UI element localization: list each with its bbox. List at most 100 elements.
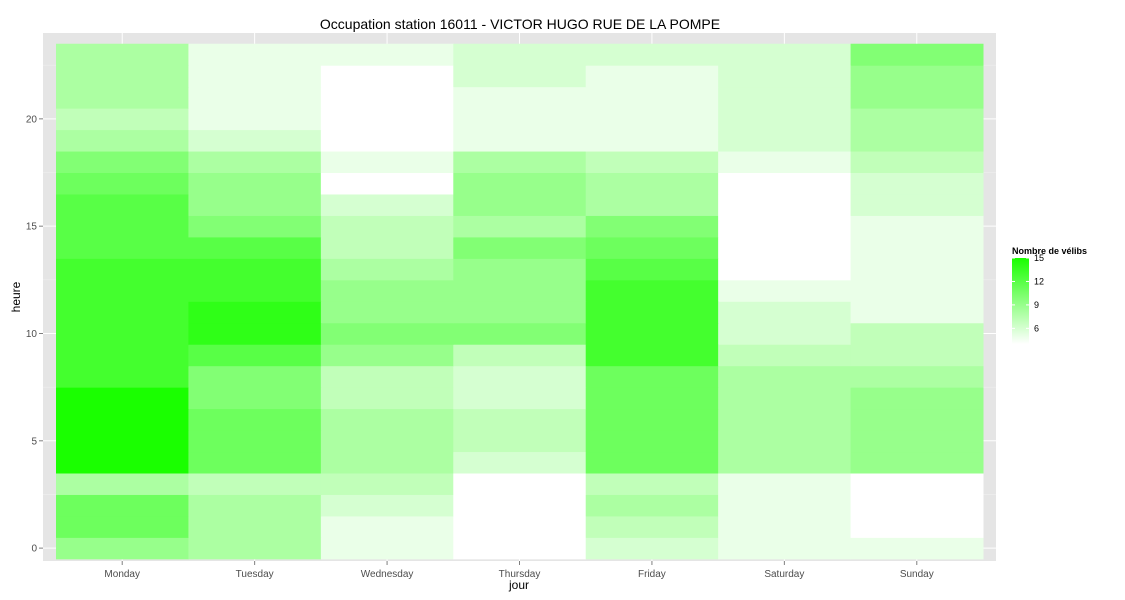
heatmap-cells (56, 43, 984, 560)
heatmap-cell (56, 43, 189, 66)
x-tick-label: Sunday (900, 569, 934, 580)
heatmap-cell (188, 236, 322, 259)
heatmap-cell (320, 322, 454, 345)
heatmap-cell (850, 537, 984, 560)
heatmap-cell (320, 537, 454, 560)
heatmap-cell (320, 236, 454, 259)
heatmap-cell (453, 515, 587, 538)
heatmap-cell (850, 151, 984, 174)
heatmap-cell (320, 258, 454, 281)
heatmap-cell (56, 151, 189, 174)
heatmap-cell (56, 322, 189, 345)
heatmap-cell (56, 279, 189, 302)
heatmap-cell (453, 537, 587, 560)
legend-title: Nombre de vélibs (1012, 246, 1087, 256)
heatmap-cell (188, 108, 322, 131)
legend-tick-label: 15 (1034, 253, 1044, 263)
heatmap-cell (56, 108, 189, 131)
heatmap-cell (188, 129, 322, 152)
y-axis-title: heure (9, 281, 23, 312)
heatmap-cell (718, 236, 852, 259)
y-tick-label: 5 (31, 436, 37, 447)
heatmap-cell (453, 215, 587, 238)
y-tick-label: 20 (26, 114, 38, 125)
heatmap-cell (188, 451, 322, 474)
heatmap-cell (718, 451, 852, 474)
heatmap-cell (850, 215, 984, 238)
heatmap-cell (718, 151, 852, 174)
x-tick-label: Thursday (499, 569, 541, 580)
heatmap-cell (850, 65, 984, 88)
heatmap-cell (188, 344, 322, 367)
heatmap-cell (850, 344, 984, 367)
heatmap-cell (718, 172, 852, 195)
heatmap-cell (718, 215, 852, 238)
heatmap-cell (188, 65, 322, 88)
heatmap-cell (453, 151, 587, 174)
heatmap-cell (850, 473, 984, 495)
heatmap-cell (188, 279, 322, 302)
heatmap-cell (188, 387, 322, 410)
heatmap-cell (850, 236, 984, 259)
heatmap-cell (320, 430, 454, 453)
heatmap-cell (585, 408, 719, 431)
heatmap-cell (320, 172, 454, 195)
heatmap-cell (56, 365, 189, 388)
heatmap-cell (188, 301, 322, 324)
heatmap-cell (718, 108, 852, 131)
heatmap-cell (453, 494, 587, 517)
heatmap-cell (188, 43, 322, 66)
heatmap-cell (453, 322, 587, 345)
heatmap-cell (320, 151, 454, 174)
heatmap-cell (56, 86, 189, 109)
heatmap-cell (320, 473, 454, 495)
heatmap-cell (718, 537, 852, 560)
heatmap-cell (585, 129, 719, 152)
heatmap-cell (320, 451, 454, 474)
heatmap-cell (585, 473, 719, 495)
heatmap-cell (320, 86, 454, 109)
heatmap-cell (585, 151, 719, 174)
heatmap-cell (453, 473, 587, 495)
heatmap-cell (718, 494, 852, 517)
heatmap-cell (585, 236, 719, 259)
heatmap-cell (188, 408, 322, 431)
heatmap-cell (453, 193, 587, 216)
legend-tick-label: 12 (1034, 276, 1044, 286)
heatmap-cell (320, 365, 454, 388)
y-tick-label: 15 (26, 222, 38, 233)
heatmap-cell (585, 301, 719, 324)
heatmap-cell (585, 515, 719, 538)
heatmap-cell (320, 65, 454, 88)
heatmap-cell (585, 451, 719, 474)
heatmap-cell (718, 408, 852, 431)
heatmap-cell (188, 515, 322, 538)
heatmap-cell (453, 408, 587, 431)
heatmap-cell (188, 322, 322, 345)
legend-tick-label: 6 (1034, 323, 1039, 333)
heatmap-cell (718, 387, 852, 410)
heatmap-cell (56, 430, 189, 453)
heatmap-cell (188, 172, 322, 195)
heatmap-cell (585, 494, 719, 517)
heatmap-cell (56, 258, 189, 281)
heatmap-cell (585, 344, 719, 367)
heatmap-cell (56, 215, 189, 238)
heatmap-cell (453, 86, 587, 109)
heatmap-cell (850, 43, 984, 66)
heatmap-cell (453, 236, 587, 259)
heatmap-cell (453, 43, 587, 66)
heatmap-cell (56, 451, 189, 474)
heatmap-cell (188, 473, 322, 495)
heatmap-cell (320, 344, 454, 367)
heatmap-cell (850, 494, 984, 517)
heatmap-cell (585, 430, 719, 453)
chart-title: Occupation station 16011 - VICTOR HUGO R… (320, 16, 720, 32)
heatmap-cell (56, 65, 189, 88)
heatmap-cell (718, 279, 852, 302)
heatmap-cell (585, 172, 719, 195)
heatmap-cell (850, 193, 984, 216)
heatmap-cell (850, 129, 984, 152)
heatmap-cell (56, 129, 189, 152)
